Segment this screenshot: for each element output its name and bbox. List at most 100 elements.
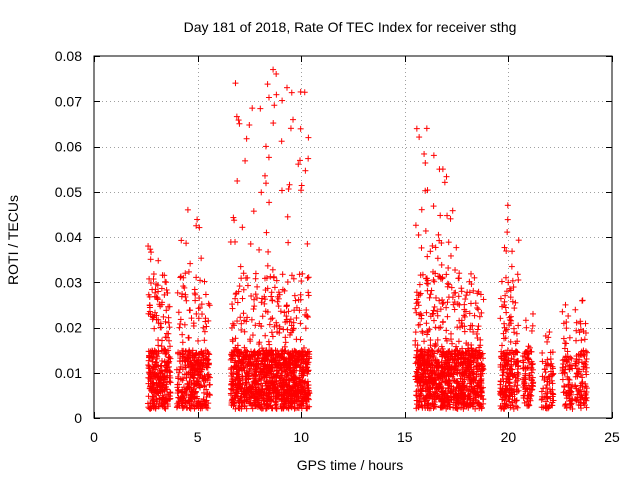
data-point <box>205 350 212 357</box>
data-point <box>152 309 159 316</box>
data-point <box>264 309 271 316</box>
data-point <box>196 224 203 231</box>
data-point <box>190 361 197 368</box>
data-point <box>163 286 170 293</box>
data-point <box>165 314 172 321</box>
data-point <box>274 328 281 335</box>
data-point <box>229 386 236 393</box>
x-axis-label: GPS time / hours <box>297 457 404 473</box>
data-point <box>193 222 200 229</box>
data-point <box>239 295 246 302</box>
data-point <box>181 321 188 328</box>
data-point <box>155 342 162 349</box>
data-point <box>240 391 247 398</box>
data-point <box>198 366 205 373</box>
data-point <box>189 403 196 410</box>
data-point <box>233 113 240 120</box>
data-point <box>195 315 202 322</box>
data-point <box>180 274 187 281</box>
data-point <box>179 358 186 365</box>
data-point <box>244 314 251 321</box>
data-point <box>255 364 262 371</box>
data-point <box>269 315 276 322</box>
data-point <box>263 356 270 363</box>
data-point <box>147 376 154 383</box>
data-point <box>266 365 273 372</box>
data-point <box>252 402 259 409</box>
data-point <box>203 323 210 330</box>
data-point <box>202 291 209 298</box>
data-point <box>198 255 205 262</box>
data-point <box>235 117 242 124</box>
data-point <box>206 302 213 309</box>
data-point <box>191 290 198 297</box>
data-point <box>260 362 267 369</box>
data-point <box>150 314 157 321</box>
data-point <box>248 316 255 323</box>
x-tick-label: 15 <box>397 429 413 445</box>
data-point <box>257 404 264 411</box>
data-point <box>203 386 210 393</box>
data-point <box>157 303 164 310</box>
y-tick-label: 0.03 <box>55 274 82 290</box>
data-point <box>165 303 172 310</box>
data-point <box>188 391 195 398</box>
y-tick-label: 0.07 <box>55 93 82 109</box>
data-point <box>234 368 241 375</box>
data-point <box>247 240 254 247</box>
y-tick-label: 0.08 <box>55 48 82 64</box>
data-point <box>206 351 213 358</box>
data-point <box>177 320 184 327</box>
y-tick-label: 0 <box>74 410 82 426</box>
data-point <box>232 80 239 87</box>
data-point <box>264 402 271 409</box>
data-point <box>152 289 159 296</box>
data-point <box>155 257 162 264</box>
data-point <box>236 283 243 290</box>
data-point <box>195 381 202 388</box>
data-point <box>200 350 207 357</box>
data-point <box>255 389 262 396</box>
data-point <box>181 397 188 404</box>
data-point <box>243 369 250 376</box>
data-point <box>273 322 280 329</box>
data-point <box>179 377 186 384</box>
data-point <box>175 349 182 356</box>
data-point <box>155 336 162 343</box>
data-point <box>151 361 158 368</box>
data-point <box>166 396 173 403</box>
data-point <box>252 394 259 401</box>
data-point <box>162 318 169 325</box>
data-point <box>185 381 192 388</box>
data-point <box>254 295 261 302</box>
data-point <box>278 138 285 145</box>
data-point <box>266 199 273 206</box>
x-tick-label: 10 <box>293 429 309 445</box>
data-point <box>192 297 199 304</box>
data-point <box>187 260 194 267</box>
data-point <box>149 369 156 376</box>
data-point <box>175 309 182 316</box>
data-point <box>146 352 153 359</box>
data-point <box>145 310 152 317</box>
data-point <box>281 287 288 294</box>
data-point <box>237 349 244 356</box>
data-point <box>198 368 205 375</box>
data-point <box>176 324 183 331</box>
data-point <box>197 402 204 409</box>
data-point <box>264 385 271 392</box>
data-point <box>252 322 259 329</box>
data-point <box>273 395 280 402</box>
data-point <box>163 361 170 368</box>
x-tick-label: 0 <box>90 429 98 445</box>
data-point <box>240 286 247 293</box>
data-point <box>163 350 170 357</box>
data-point <box>238 320 245 327</box>
data-point <box>252 291 259 298</box>
data-point <box>273 277 280 284</box>
data-point <box>268 293 275 300</box>
data-point <box>201 328 208 335</box>
data-point <box>228 381 235 388</box>
data-point <box>238 360 245 367</box>
